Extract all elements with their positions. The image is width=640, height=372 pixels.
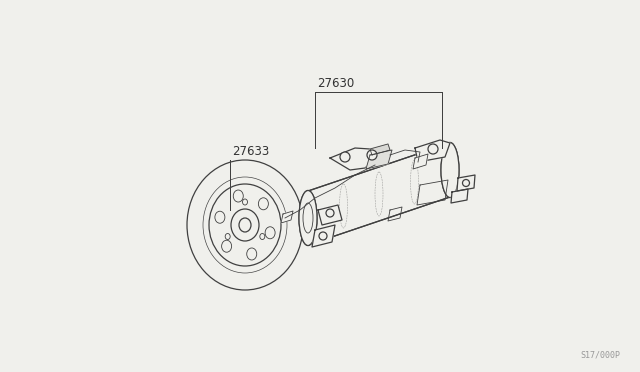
Ellipse shape [441, 142, 459, 198]
Polygon shape [413, 154, 428, 169]
Circle shape [428, 144, 438, 154]
Ellipse shape [299, 190, 317, 246]
Polygon shape [415, 140, 450, 162]
Ellipse shape [441, 142, 459, 198]
Circle shape [326, 209, 334, 217]
Circle shape [463, 180, 470, 186]
Polygon shape [281, 211, 293, 223]
Circle shape [340, 152, 350, 162]
Polygon shape [318, 205, 342, 225]
Circle shape [319, 232, 327, 240]
Text: 27630: 27630 [317, 77, 355, 90]
Polygon shape [366, 150, 392, 169]
Polygon shape [308, 143, 450, 245]
Polygon shape [457, 175, 475, 191]
Ellipse shape [303, 203, 313, 233]
Ellipse shape [299, 190, 317, 246]
Text: S17/000P: S17/000P [580, 351, 620, 360]
Polygon shape [451, 189, 468, 203]
Polygon shape [312, 225, 335, 247]
Text: 27633: 27633 [232, 145, 269, 158]
Circle shape [367, 150, 377, 160]
Polygon shape [370, 144, 390, 155]
Polygon shape [330, 148, 385, 170]
